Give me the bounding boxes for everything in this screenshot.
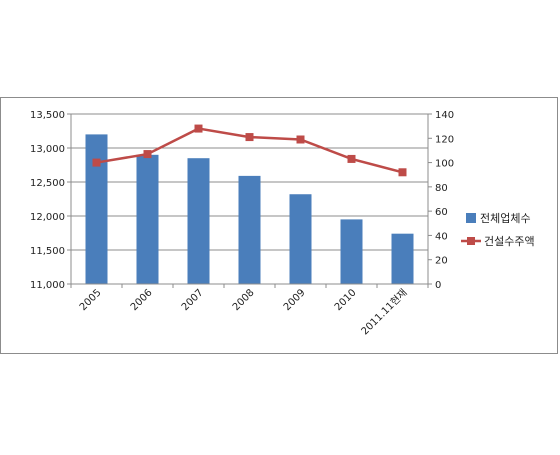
left-tick-label: 12,500 [30,178,65,189]
bar [187,158,210,284]
x-axis-ticks: 2005 2006 2007 2008 2009 2010 2011.11현재 [78,287,410,338]
x-tick-label: 2009 [282,287,308,313]
bar [391,233,414,284]
bar-series [85,134,414,284]
combo-chart: 11,000 11,500 12,000 12,500 13,000 13,500 0 20… [30,110,535,338]
left-axis-ticks: 11,000 11,500 12,000 12,500 13,000 13,500 [30,110,65,291]
right-tick-label: 120 [435,134,454,145]
axes [67,113,432,288]
line-point [347,154,356,163]
line-point [143,150,152,159]
right-axis-ticks: 0 20 40 60 80 100 120 140 [435,110,454,291]
bar [340,219,363,284]
right-tick-label: 100 [435,159,454,170]
left-tick-label: 13,500 [30,110,65,121]
chart-frame: 11,000 11,500 12,000 12,500 13,000 13,500 0 20… [0,97,558,354]
bar [238,175,261,284]
right-tick-label: 20 [435,256,448,267]
legend-bar-label: 전체업체수 [480,212,531,225]
line-point [194,124,203,133]
x-tick-label: 2008 [231,287,257,313]
legend-line-marker [467,237,475,245]
x-tick-label: 2007 [180,287,206,313]
left-tick-label: 13,000 [30,144,65,155]
bar [136,154,159,284]
line-series [92,124,407,177]
left-tick-label: 11,000 [30,280,65,291]
line-point [245,133,254,142]
bar [289,194,312,284]
right-tick-label: 140 [435,110,454,121]
line-point [296,135,305,144]
x-tick-label: 2011.11현재 [359,287,410,338]
bar [85,134,108,284]
x-tick-label: 2005 [78,287,104,313]
right-tick-label: 80 [435,183,448,194]
left-tick-label: 12,000 [30,212,65,223]
line-point [92,158,101,167]
x-tick-label: 2006 [129,287,155,313]
legend-bar-swatch [466,213,476,223]
legend-line-label: 건설수주액 [484,235,535,248]
right-tick-label: 0 [435,280,441,291]
x-tick-label: 2010 [333,287,359,313]
legend: 전체업체수 건설수주액 [461,212,535,248]
left-tick-label: 11,500 [30,246,65,257]
line-point [398,168,407,177]
right-tick-label: 60 [435,207,448,218]
right-tick-label: 40 [435,231,448,242]
